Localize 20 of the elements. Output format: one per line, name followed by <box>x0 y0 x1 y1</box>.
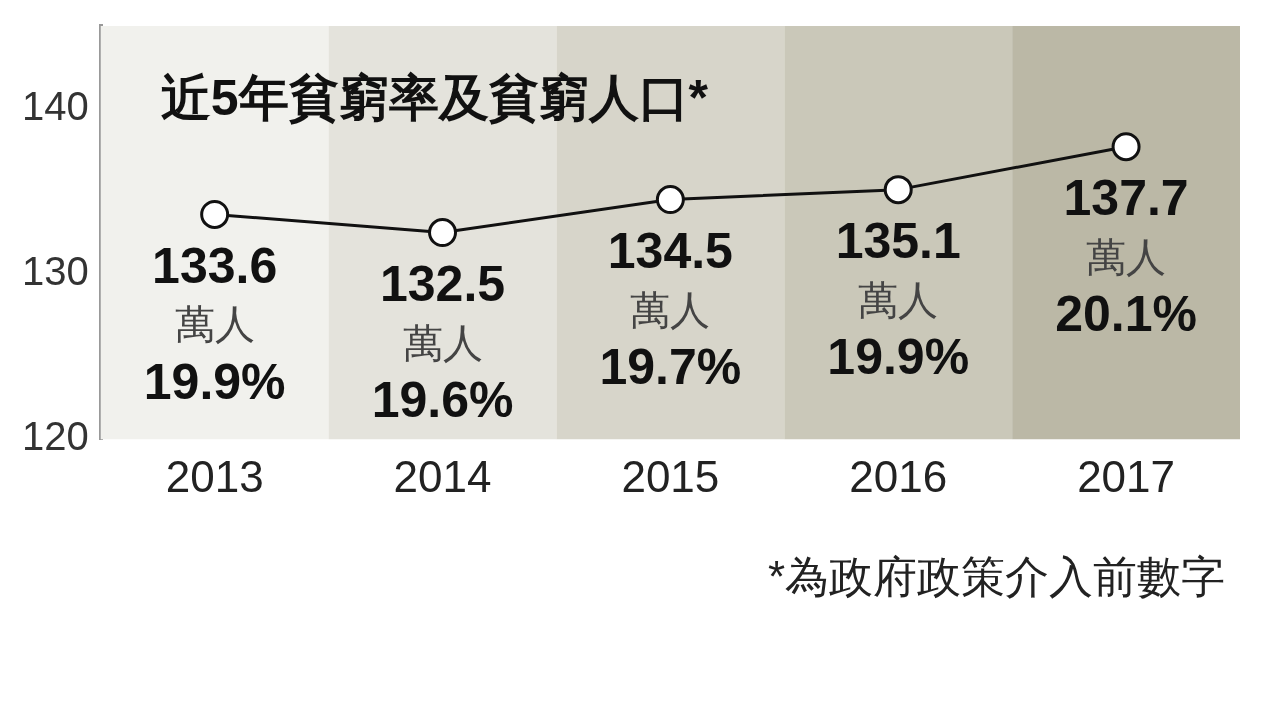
x-tick-label: 2016 <box>849 451 948 501</box>
y-tick-label: 130 <box>21 248 89 293</box>
data-label: 137.7 萬人 20.1% <box>1055 170 1197 343</box>
x-tick-label: 2014 <box>393 451 492 501</box>
point <box>655 185 685 215</box>
x-tick-label: 2015 <box>621 451 720 501</box>
y-tick-label: 140 <box>21 83 89 128</box>
data-label: 133.6 萬人 19.9% <box>143 238 286 411</box>
point <box>883 175 913 205</box>
y-tick-label: 120 <box>21 414 89 459</box>
x-tick-label: 2017 <box>1077 451 1176 501</box>
text: 近5年貧窮率及貧窮人口* <box>160 69 709 126</box>
data-label: 134.5 萬人 19.7% <box>599 223 742 396</box>
data-label: 135.1 萬人 19.9% <box>827 213 970 386</box>
point <box>200 199 230 229</box>
point <box>428 218 458 248</box>
point <box>1111 132 1141 162</box>
data-label: 132.5 萬人 19.6% <box>371 256 514 429</box>
text: *為政府政策介入前數字 <box>767 552 1225 602</box>
x-tick-label: 2013 <box>165 451 264 501</box>
